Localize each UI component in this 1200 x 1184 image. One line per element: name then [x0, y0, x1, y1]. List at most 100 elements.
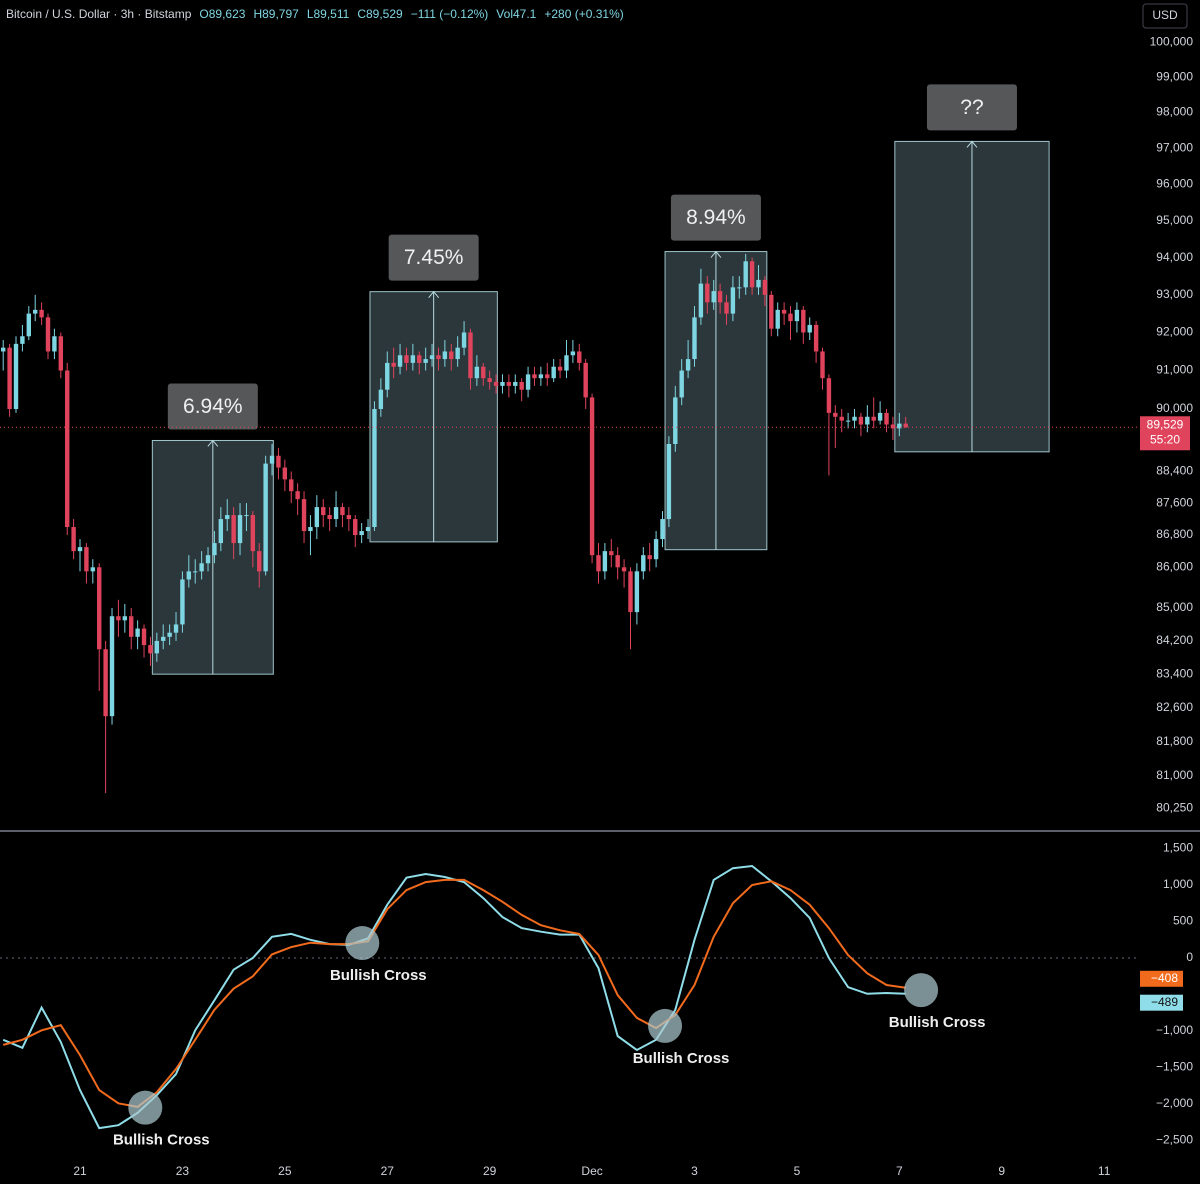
- candle-body: [333, 507, 339, 520]
- y-tick-label: −1,500: [1156, 1060, 1193, 1074]
- candle-body: [698, 283, 704, 318]
- candle-body: [583, 362, 588, 398]
- candle-body: [641, 555, 646, 572]
- candle-body: [500, 382, 505, 386]
- candle-body: [26, 313, 32, 337]
- measure-arrowhead: [966, 140, 978, 148]
- candle-body: [205, 555, 211, 564]
- candle-body: [673, 397, 678, 445]
- y-tick-label: 95,000: [1156, 213, 1193, 227]
- candle-body: [653, 539, 659, 560]
- cross-marker: [345, 926, 380, 961]
- candle-body: [621, 567, 627, 572]
- cross-label: Bullish Cross: [633, 1050, 730, 1067]
- candle-body: [596, 555, 601, 572]
- candle-body: [545, 374, 550, 379]
- measure-arrowhead: [710, 250, 722, 258]
- volume-value: Vol47.1: [496, 7, 536, 21]
- cross-marker: [904, 973, 939, 1008]
- y-tick-label: 86,800: [1156, 527, 1193, 541]
- y-tick-label: 80,250: [1156, 800, 1193, 814]
- candle-body: [359, 531, 364, 536]
- candle-body: [404, 355, 409, 363]
- measure-label-box: [167, 383, 258, 430]
- candle-body: [372, 409, 377, 528]
- candle-body: [801, 309, 806, 333]
- candle-body: [781, 309, 787, 314]
- measure-label-box: [670, 194, 761, 241]
- candle-body: [231, 515, 236, 544]
- measure-label: 6.94%: [183, 395, 243, 418]
- y-tick-label: 1,000: [1163, 877, 1193, 891]
- candle-body: [314, 507, 320, 528]
- candle-body: [609, 551, 614, 556]
- candle-body: [839, 416, 844, 421]
- candle-body: [154, 640, 160, 654]
- end-value-box: [1140, 970, 1183, 987]
- measure-label-box: [926, 84, 1017, 131]
- candle-body: [90, 567, 96, 572]
- y-tick-label: 81,000: [1156, 768, 1193, 782]
- candle-body: [570, 351, 576, 356]
- x-tick-label: 21: [73, 1164, 87, 1178]
- candle-body: [833, 412, 838, 417]
- volume-change: +280 (+0.31%): [544, 7, 623, 21]
- candle-body: [436, 355, 441, 360]
- ohlc-value: H89,797: [253, 7, 299, 21]
- candle-body: [493, 382, 499, 386]
- candle-body: [237, 515, 243, 544]
- candle-body: [423, 359, 428, 363]
- candle-body: [33, 309, 38, 314]
- candle-body: [7, 347, 12, 410]
- candle-body: [257, 551, 262, 572]
- y-tick-label: 85,000: [1156, 600, 1193, 614]
- candle-body: [218, 519, 224, 544]
- candle-body: [877, 412, 883, 421]
- candle-body: [813, 324, 819, 352]
- candle-body: [769, 294, 774, 329]
- candle-body: [852, 416, 857, 421]
- candle-body: [250, 515, 256, 552]
- candle-body: [225, 515, 230, 520]
- candle-body: [897, 423, 902, 429]
- y-tick-label: 1,500: [1163, 841, 1193, 855]
- candle-body: [788, 313, 793, 322]
- candle-body: [711, 291, 716, 303]
- candle-body: [289, 479, 294, 492]
- candle-body: [705, 283, 710, 303]
- candle-body: [308, 527, 313, 532]
- y-tick-label: 90,000: [1156, 401, 1193, 415]
- candle-body: [429, 355, 435, 360]
- symbol-title: Bitcoin / U.S. Dollar · 3h · Bitstamp: [6, 7, 192, 21]
- y-tick-label: 84,200: [1156, 633, 1193, 647]
- currency-button[interactable]: [1142, 3, 1188, 29]
- candle-body: [845, 420, 851, 422]
- candle-body: [685, 359, 691, 371]
- candle-body: [84, 547, 89, 572]
- candle-body: [346, 515, 352, 520]
- y-tick-label: 97,000: [1156, 140, 1193, 154]
- candle-body: [199, 563, 204, 572]
- candle-body: [442, 351, 448, 360]
- y-tick-label: 0: [1186, 950, 1193, 964]
- end-value-label: −489: [1151, 995, 1178, 1009]
- y-tick-label: 86,000: [1156, 559, 1193, 573]
- measure-label: 8.94%: [686, 206, 746, 229]
- candle-body: [890, 424, 896, 429]
- candle-body: [692, 317, 697, 360]
- last-price-label: 89,529: [1147, 417, 1184, 431]
- candle-body: [589, 397, 595, 556]
- currency-label[interactable]: USD: [1152, 8, 1178, 22]
- candle-body: [340, 507, 345, 516]
- candle-body: [756, 279, 761, 288]
- candle-body: [417, 355, 422, 363]
- x-tick-label: Dec: [581, 1164, 602, 1178]
- candle-body: [487, 378, 492, 383]
- candle-body: [807, 324, 812, 333]
- measure-label: 7.45%: [404, 246, 464, 269]
- candle-body: [276, 455, 281, 468]
- y-tick-label: −2,000: [1156, 1096, 1193, 1110]
- candle-body: [135, 628, 140, 637]
- candle-body: [468, 332, 473, 379]
